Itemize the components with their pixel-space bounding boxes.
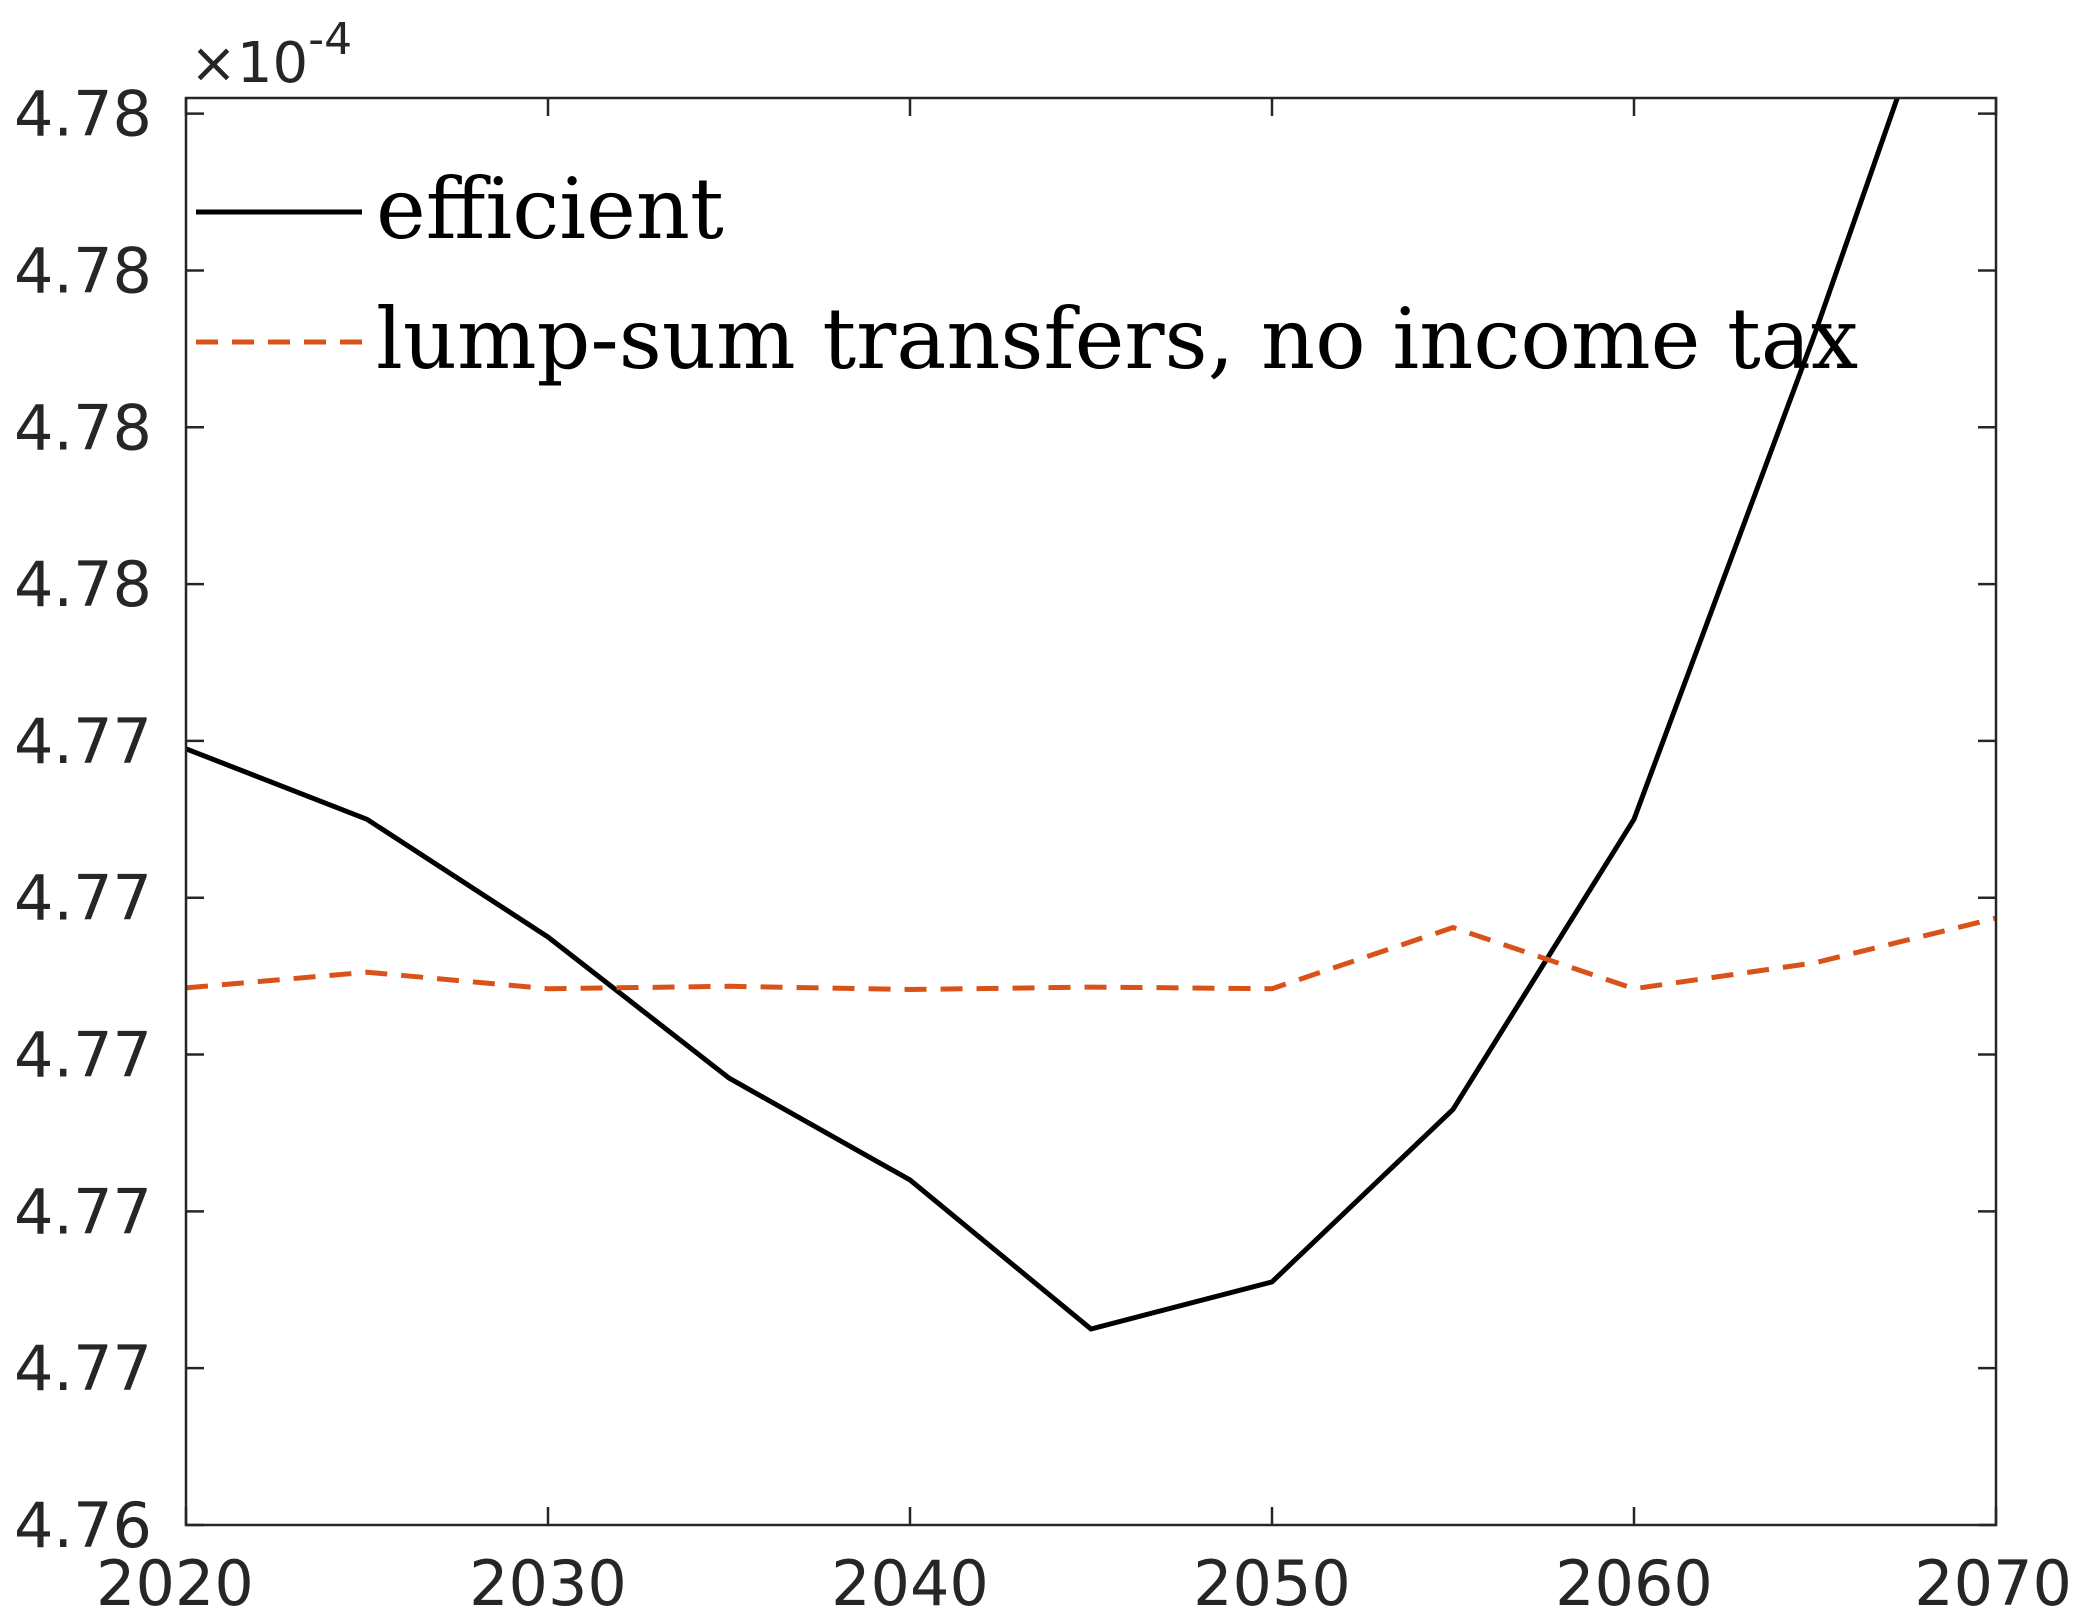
y-tick-label: 4.78 (14, 391, 152, 464)
y-tick-label: 4.78 (14, 234, 152, 307)
x-tick-label: 2060 (1555, 1547, 1713, 1620)
axes-box (184, 96, 1998, 1527)
series-line-2 (186, 915, 1996, 993)
y-tick-label: 4.78 (14, 548, 152, 621)
series-line-1 (186, 98, 1900, 1332)
x-tick-label: 2040 (831, 1547, 989, 1620)
y-tick-label: 4.77 (14, 1332, 152, 1405)
legend-label-1: efficient (376, 160, 724, 258)
y-axis-tick-labels: 4.76 4.77 4.77 4.77 4.77 4.77 4.78 4.78 4.78 4.78 (14, 78, 152, 1562)
series-group (186, 98, 1996, 1332)
x-axis-tick-labels: 2020 2030 2040 2050 2060 2070 (96, 1547, 2072, 1620)
x-tick-label: 2050 (1193, 1547, 1351, 1620)
axis-ticks (184, 98, 1998, 1527)
x-tick-label: 2070 (1914, 1547, 2072, 1620)
y-tick-label: 4.76 (14, 1489, 152, 1562)
x-tick-label: 2020 (96, 1547, 254, 1620)
y-axis-multiplier: ×10-4 (190, 14, 352, 96)
legend: efficient lump-sum transfers, no income t… (196, 160, 1858, 388)
y-tick-label: 4.77 (14, 705, 152, 778)
plot-area (186, 98, 1996, 1332)
y-tick-label: 4.77 (14, 1175, 152, 1248)
y-axis-multiplier-exponent: -4 (308, 14, 352, 65)
x-tick-label: 2030 (469, 1547, 627, 1620)
y-tick-label: 4.77 (14, 862, 152, 935)
y-tick-label: 4.78 (14, 78, 152, 151)
legend-label-2: lump-sum transfers, no income tax (376, 290, 1858, 388)
y-axis-multiplier-base: ×10 (190, 31, 308, 96)
y-tick-label: 4.77 (14, 1019, 152, 1092)
